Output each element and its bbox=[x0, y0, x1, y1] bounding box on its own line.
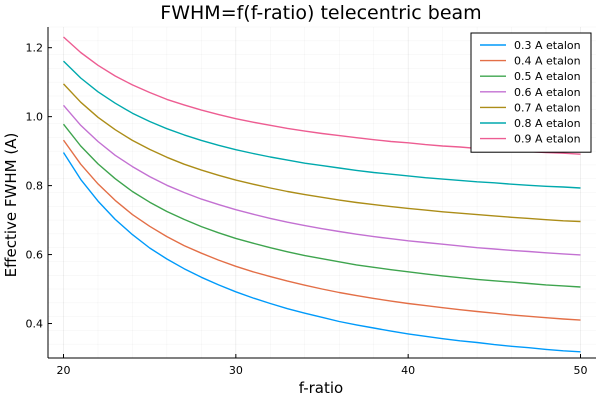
tick-labels: 20 30 40 50 0.4 0.6 0.8 1.0 1.2 bbox=[26, 42, 588, 377]
y-axis-label: Effective FWHM (A) bbox=[2, 133, 20, 278]
legend-entry-7: 0.9 A etalon bbox=[514, 133, 581, 146]
legend-entry-2: 0.4 A etalon bbox=[514, 55, 581, 68]
y-tick-label: 1.0 bbox=[26, 111, 44, 124]
y-tick-label: 1.2 bbox=[26, 42, 44, 55]
legend-entry-3: 0.5 A etalon bbox=[514, 70, 581, 83]
series-line-4 bbox=[62, 104, 581, 256]
y-tick-label: 0.8 bbox=[26, 180, 44, 193]
x-tick-label: 40 bbox=[401, 364, 415, 377]
series-line-6 bbox=[63, 60, 581, 189]
series-line-2 bbox=[62, 139, 581, 321]
series-line-1 bbox=[62, 152, 581, 353]
x-tick-label: 20 bbox=[57, 364, 71, 377]
axes bbox=[47, 27, 596, 359]
plot-series bbox=[62, 36, 581, 353]
y-tick-label: 0.4 bbox=[26, 318, 44, 331]
legend-entry-5: 0.7 A etalon bbox=[514, 101, 581, 114]
series-line-5 bbox=[62, 83, 581, 223]
legend-entry-1: 0.3 A etalon bbox=[514, 39, 581, 52]
x-tick-label: 30 bbox=[229, 364, 243, 377]
chart-title: FWHM=f(f-ratio) telecentric beam bbox=[160, 2, 481, 24]
series-line-3 bbox=[62, 123, 581, 288]
legend-box bbox=[470, 32, 592, 153]
y-tick-label: 0.6 bbox=[26, 249, 44, 262]
legend-entry-4: 0.6 A etalon bbox=[514, 86, 581, 99]
legend: 0.3 A etalon 0.4 A etalon 0.5 A etalon 0.6 … bbox=[470, 32, 592, 153]
legend-entry-6: 0.8 A etalon bbox=[514, 117, 581, 130]
x-tick-label: 50 bbox=[573, 364, 587, 377]
x-axis-label: f-ratio bbox=[299, 379, 343, 397]
